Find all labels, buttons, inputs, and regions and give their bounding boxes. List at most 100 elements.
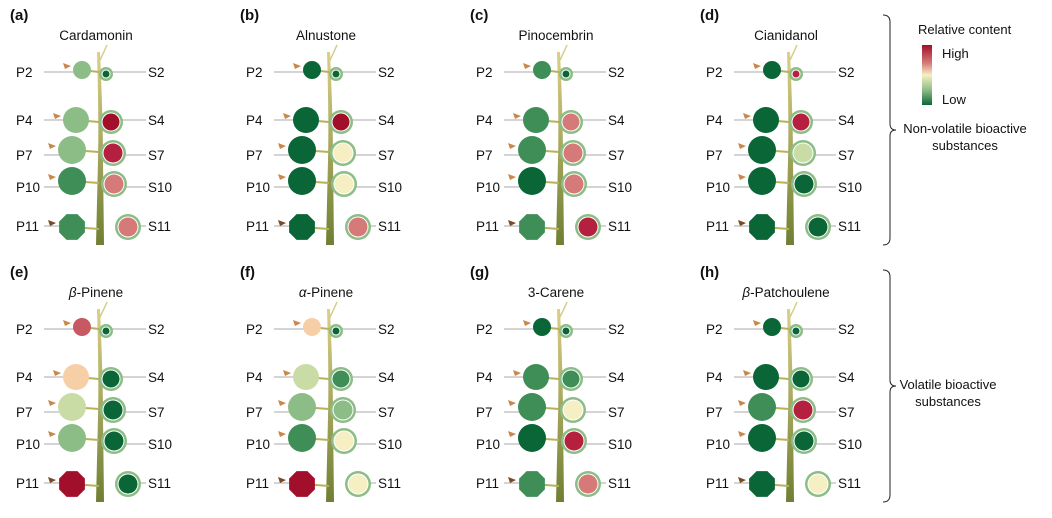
title-text: -Pinene [77, 285, 124, 300]
panel-tag: (f) [240, 264, 255, 281]
label-P7: P7 [476, 148, 493, 163]
label-P11: P11 [706, 219, 729, 234]
calyx-icon [278, 400, 286, 406]
seed-core [348, 474, 368, 494]
calyx-icon [508, 174, 516, 180]
label-P4: P4 [476, 113, 493, 128]
calyx-icon [278, 431, 286, 437]
label-P11: P11 [16, 219, 39, 234]
panel-h: (h) β-Patchoulene P2 S2 P4 S4 P7 S7 P10 S10 P11 S11 [700, 264, 862, 502]
label-P11: P11 [246, 476, 269, 491]
fruit-P4 [293, 107, 319, 133]
label-P10: P10 [16, 437, 40, 452]
label-P2: P2 [16, 322, 33, 337]
seed-core [333, 400, 353, 420]
fruit-P7 [288, 393, 316, 421]
label-P10: P10 [246, 180, 270, 195]
label-S11: S11 [608, 219, 631, 234]
calyx-icon [508, 143, 516, 149]
seed-core [102, 327, 110, 335]
calyx-icon [753, 63, 761, 69]
fruit-P10 [518, 424, 546, 452]
calyx-icon [513, 370, 521, 376]
stem-tip [559, 301, 568, 318]
calyx-icon [508, 400, 516, 406]
group-label-nonvolatile-2: substances [932, 138, 998, 153]
calyx-icon [63, 320, 71, 326]
title-text: Cianidanol [754, 28, 818, 43]
calyx-icon [738, 220, 746, 226]
bracket-nonvolatile [882, 14, 897, 246]
label-S7: S7 [608, 405, 625, 420]
seed-core [332, 113, 350, 131]
panel-c: (c) Pinocembrin P2 S2 P4 S4 P7 S7 P10 S10 P11 S11 [470, 7, 632, 245]
label-S11: S11 [378, 476, 401, 491]
label-P2: P2 [476, 65, 493, 80]
compound-title: β-Pinene [68, 285, 123, 300]
calyx-icon [293, 63, 301, 69]
seed-core [562, 370, 580, 388]
seed-core [793, 143, 813, 163]
calyx-icon [48, 431, 56, 437]
seed-core [562, 113, 580, 131]
label-S2: S2 [148, 65, 165, 80]
stem [556, 52, 564, 245]
label-S4: S4 [608, 113, 625, 128]
calyx-icon [738, 477, 746, 483]
label-P2: P2 [706, 65, 723, 80]
panel-tag: (b) [240, 7, 259, 24]
calyx-icon [753, 320, 761, 326]
label-S11: S11 [838, 476, 861, 491]
seed-core [104, 174, 124, 194]
stem-tip [99, 301, 108, 318]
fruit-P7 [518, 136, 546, 164]
seed-core [563, 143, 583, 163]
calyx-icon [53, 113, 61, 119]
label-P7: P7 [16, 148, 33, 163]
fruit-P11 [519, 214, 545, 240]
title-text: Pinocembrin [518, 28, 593, 43]
label-S7: S7 [838, 405, 855, 420]
seed-core [564, 431, 584, 451]
label-S4: S4 [838, 370, 855, 385]
label-P10: P10 [476, 437, 500, 452]
calyx-icon [738, 143, 746, 149]
stem [786, 52, 794, 245]
label-S10: S10 [608, 180, 632, 195]
seed-core [793, 400, 813, 420]
group-label-nonvolatile-1: Non-volatile bioactive [903, 121, 1027, 136]
compound-title: Cardamonin [59, 28, 133, 43]
panel-b: (b) Alnustone P2 S2 P4 S4 P7 S7 P10 S10 P11 S11 [240, 7, 402, 245]
label-P4: P4 [16, 113, 33, 128]
title-text: Cardamonin [59, 28, 133, 43]
fruit-P7 [748, 393, 776, 421]
calyx-icon [278, 174, 286, 180]
label-P11: P11 [706, 476, 729, 491]
fruit-P2 [73, 61, 91, 79]
fruit-P11 [59, 214, 85, 240]
label-P7: P7 [16, 405, 33, 420]
title-text: 3-Carene [528, 285, 584, 300]
label-P2: P2 [476, 322, 493, 337]
label-S2: S2 [608, 322, 625, 337]
title-prefix: β [741, 285, 750, 300]
label-S10: S10 [378, 437, 402, 452]
panel-tag: (c) [470, 7, 488, 24]
fruit-P2 [73, 318, 91, 336]
label-S4: S4 [378, 370, 395, 385]
seed-core [348, 217, 368, 237]
stem [326, 309, 334, 502]
panel-tag: (e) [10, 264, 28, 281]
fruit-P7 [748, 136, 776, 164]
calyx-icon [738, 431, 746, 437]
panel-tag: (h) [700, 264, 719, 281]
label-S4: S4 [148, 113, 165, 128]
seed-core [792, 327, 800, 335]
seed-core [334, 431, 354, 451]
stem [96, 309, 104, 502]
label-S7: S7 [148, 148, 165, 163]
stem-tip [789, 44, 798, 61]
seed-core [792, 370, 810, 388]
fruit-P4 [293, 364, 319, 390]
label-P10: P10 [706, 437, 730, 452]
